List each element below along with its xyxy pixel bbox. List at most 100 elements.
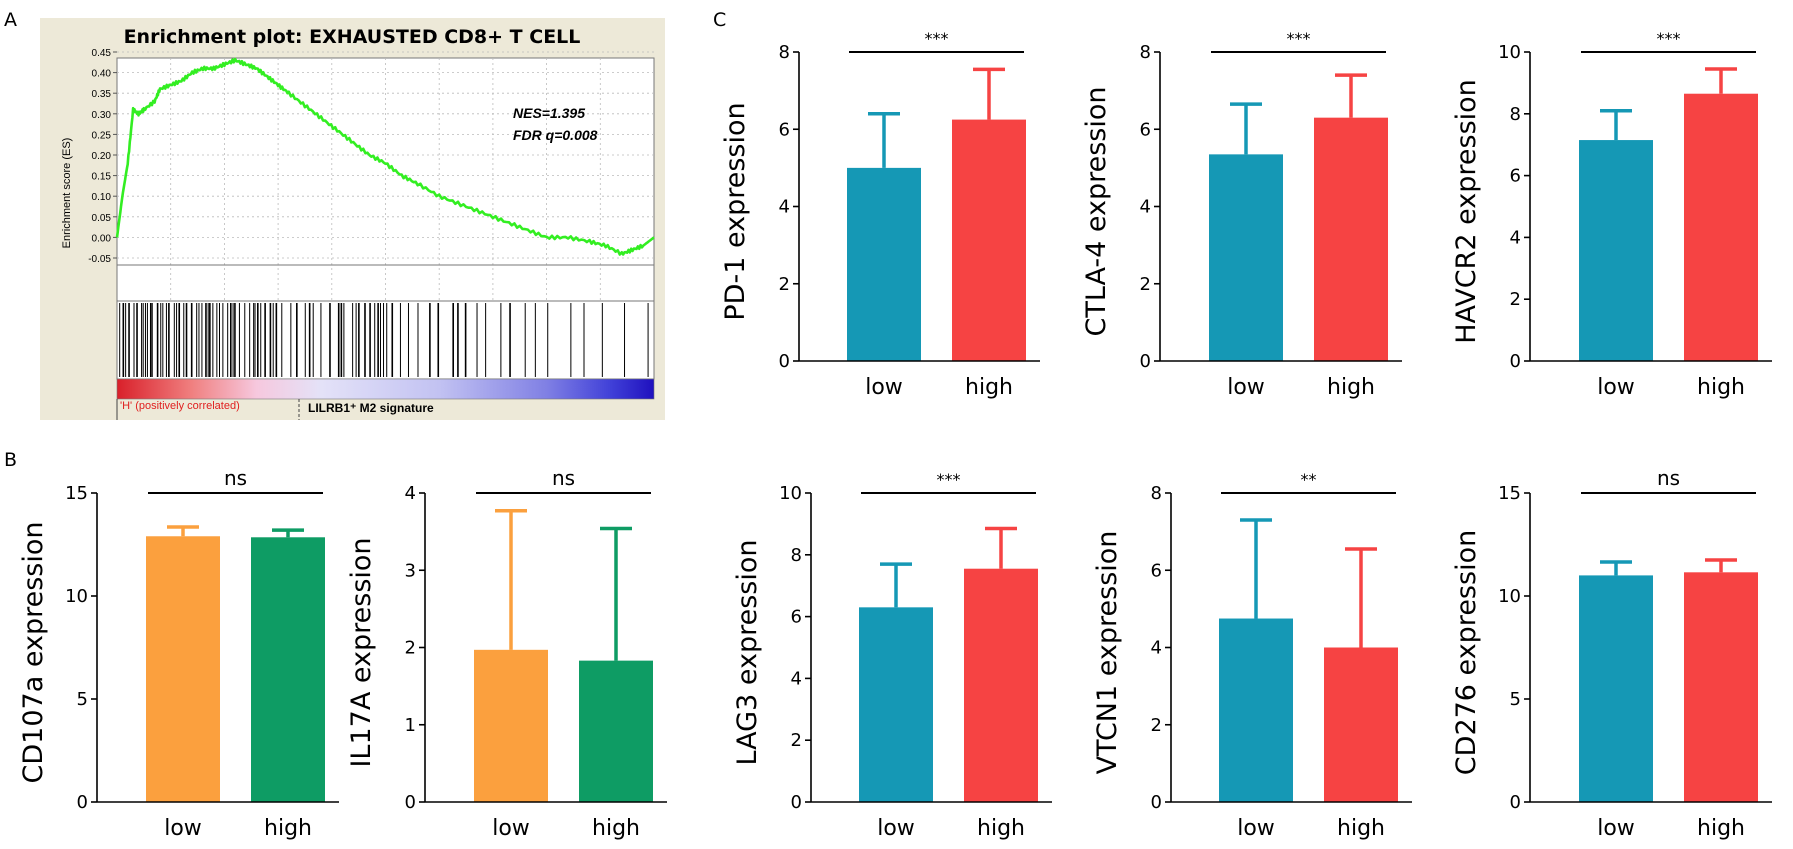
gsea-y-tick-label: 0.30: [92, 110, 112, 121]
y-tick-label: 2: [1151, 715, 1162, 736]
y-tick-label: 15: [1498, 483, 1521, 504]
significance-label: ns: [1657, 466, 1680, 490]
y-axis-label: CD107a expression: [18, 522, 49, 784]
bar-high: [579, 660, 653, 802]
bar-low: [847, 167, 921, 361]
y-tick-label: 6: [1510, 166, 1521, 187]
y-tick-label: 8: [1510, 104, 1521, 125]
y-tick-label: 0: [77, 792, 88, 813]
x-tick-label: low: [164, 816, 202, 841]
y-tick-label: 2: [779, 274, 790, 295]
y-tick-label: 4: [1510, 227, 1521, 248]
y-axis-label: LAG3 expression: [732, 540, 763, 766]
gsea-es-line: [115, 57, 655, 256]
gsea-positive-label: 'H' (positively correlated): [120, 400, 240, 412]
significance-label: ns: [552, 466, 575, 490]
significance-label: **: [1301, 470, 1317, 489]
panel-label-a: A: [4, 9, 17, 31]
bar-low: [1219, 618, 1293, 802]
x-tick-label: high: [1337, 816, 1385, 841]
x-tick-label: low: [1597, 816, 1635, 841]
x-tick-label: high: [965, 375, 1013, 400]
bar-high: [251, 537, 325, 802]
bar-high: [1324, 647, 1398, 802]
y-tick-label: 0: [1510, 792, 1521, 813]
x-tick-label: high: [592, 816, 640, 841]
y-tick-label: 5: [1510, 689, 1521, 710]
gsea-hit-area: [116, 300, 655, 380]
y-tick-label: 2: [405, 638, 416, 659]
gsea-gridlines: [117, 51, 654, 301]
bar-chart-il17a: 0 1 2 3 4 IL17A expression low high ns: [346, 466, 667, 841]
gsea-y-tick-label: 0.35: [92, 89, 112, 100]
y-axis-label: HAVCR2 expression: [1451, 79, 1482, 344]
panel-label-c: C: [713, 9, 726, 31]
gsea-y-tick-label: 0.00: [92, 233, 112, 244]
bar-high: [952, 119, 1026, 361]
gsea-y-axis-label: Enrichment score (ES): [61, 138, 73, 249]
y-tick-label: 0: [1510, 351, 1521, 372]
y-tick-label: 4: [1151, 638, 1162, 659]
y-tick-label: 10: [1498, 42, 1521, 63]
gsea-rank-colorbar: [116, 378, 655, 400]
y-tick-label: 4: [779, 197, 790, 218]
y-tick-label: 0: [791, 792, 802, 813]
y-tick-label: 10: [779, 483, 802, 504]
y-tick-label: 6: [1140, 119, 1151, 140]
y-axis-label: PD-1 expression: [720, 102, 751, 320]
gsea-y-tick-label: 0.10: [92, 192, 112, 203]
bar-low: [146, 536, 220, 802]
gsea-title: Enrichment plot: EXHAUSTED CD8+ T CELL: [124, 26, 581, 48]
y-tick-label: 8: [779, 42, 790, 63]
gsea-y-tick-label: 0.20: [92, 151, 112, 162]
bar-chart-pd1: 0 2 4 6 8 PD-1 expression low high ***: [720, 29, 1040, 400]
y-tick-label: 2: [791, 730, 802, 751]
y-tick-label: 8: [1140, 42, 1151, 63]
x-tick-label: low: [1597, 375, 1635, 400]
y-tick-label: 4: [791, 668, 802, 689]
gsea-fdr-label: FDR q=0.008: [513, 127, 598, 143]
gsea-y-tick-label: 0.45: [92, 48, 112, 59]
x-tick-label: high: [1697, 816, 1745, 841]
y-tick-label: 0: [1151, 792, 1162, 813]
significance-label: ***: [1287, 29, 1311, 48]
bar-low: [1209, 154, 1283, 361]
bar-low: [1579, 140, 1653, 361]
x-tick-label: low: [1227, 375, 1265, 400]
y-tick-label: 0: [405, 792, 416, 813]
gsea-nes-label: NES=1.395: [513, 105, 585, 121]
bar-high: [1684, 93, 1758, 361]
y-tick-label: 2: [1140, 274, 1151, 295]
gsea-y-ticks: 0.45 0.40 0.35 0.30 0.25 0.20 0.15 0.10 0.05 0.00…: [88, 48, 117, 265]
significance-label: ***: [937, 470, 961, 489]
y-tick-label: 10: [65, 586, 88, 607]
x-tick-label: high: [1697, 375, 1745, 400]
x-tick-label: low: [1237, 816, 1275, 841]
y-tick-label: 10: [1498, 586, 1521, 607]
gsea-y-tick-label: 0.05: [92, 213, 112, 224]
y-tick-label: 2: [1510, 289, 1521, 310]
bar-chart-lag3: 0 2 4 6 8 10 LAG3 expression low high ***: [732, 470, 1052, 841]
gsea-y-tick-label: 0.25: [92, 130, 112, 141]
bar-low: [859, 607, 933, 802]
bar-high: [964, 568, 1038, 802]
gsea-enrichment-plot: Enrichment plot: EXHAUSTED CD8+ T CELL 0…: [40, 18, 665, 420]
gsea-y-tick-label: -0.05: [88, 254, 111, 265]
y-tick-label: 4: [405, 483, 416, 504]
y-tick-label: 0: [1140, 351, 1151, 372]
x-tick-label: high: [264, 816, 312, 841]
bar-chart-cd276: 0 5 10 15 CD276 expression low high ns: [1451, 466, 1772, 841]
x-tick-label: low: [865, 375, 903, 400]
significance-label: ns: [224, 466, 247, 490]
gsea-signature-label: LILRB1⁺ M2 signature: [308, 401, 434, 415]
y-tick-label: 4: [1140, 197, 1151, 218]
gsea-hit-ticks: [119, 303, 649, 377]
y-tick-label: 6: [779, 119, 790, 140]
bar-chart-cd107a: 0 5 10 15 CD107a expression low high ns: [18, 466, 339, 841]
y-axis-label: CD276 expression: [1451, 530, 1482, 775]
bar-low: [1579, 575, 1653, 802]
x-tick-label: high: [977, 816, 1025, 841]
y-tick-label: 8: [1151, 483, 1162, 504]
y-tick-label: 8: [791, 545, 802, 566]
